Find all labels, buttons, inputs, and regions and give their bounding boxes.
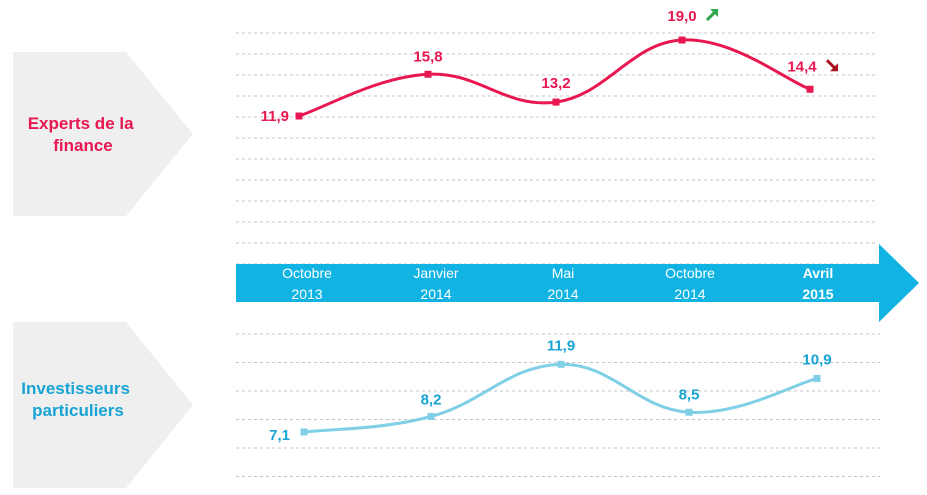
finance-data-label: 11,9 bbox=[261, 108, 289, 125]
timeline-tick-month: Mai bbox=[552, 265, 575, 281]
investors-gridlines bbox=[236, 333, 880, 477]
timeline-tick-month: Octobre bbox=[282, 265, 332, 281]
finance-point bbox=[295, 112, 303, 120]
investors-data-label: 11,9 bbox=[547, 337, 575, 354]
investors-point bbox=[557, 360, 565, 368]
finance-series: 11,9 15,8 13,2 19,0 14,4 bbox=[261, 8, 838, 125]
investors-point bbox=[813, 374, 821, 382]
finance-data-label: 13,2 bbox=[541, 75, 570, 92]
investors-data-label: 10,9 bbox=[802, 351, 831, 368]
investors-data-label: 8,5 bbox=[679, 386, 700, 403]
arrow-down-right-icon bbox=[825, 59, 838, 72]
investors-panel-label-line1: Investisseurs bbox=[21, 379, 130, 398]
investors-point bbox=[685, 408, 693, 416]
finance-panel-label-line2: finance bbox=[53, 136, 113, 155]
timeline-tick-year: 2013 bbox=[291, 286, 322, 302]
timeline-tick-year: 2014 bbox=[674, 286, 705, 302]
investors-data-label: 8,2 bbox=[421, 391, 442, 408]
finance-panel bbox=[13, 52, 193, 216]
finance-panel-label: Experts de la finance bbox=[28, 114, 139, 155]
investors-data-label: 7,1 bbox=[269, 427, 290, 444]
investors-panel-label: Investisseurs particuliers bbox=[21, 379, 134, 420]
finance-gridlines bbox=[236, 32, 876, 265]
investors-line bbox=[303, 362, 818, 434]
timeline-tick-year: 2015 bbox=[802, 286, 833, 302]
timeline-tick-month: Janvier bbox=[413, 265, 458, 281]
finance-point bbox=[424, 70, 432, 78]
finance-point bbox=[552, 98, 560, 106]
investors-panel bbox=[13, 322, 193, 488]
investors-series: 7,1 8,2 11,9 8,5 10,9 bbox=[269, 337, 831, 444]
finance-data-label: 19,0 bbox=[667, 8, 696, 25]
timeline-ticks: Octobre 2013 Janvier 2014 Mai 2014 Octobre 2014… bbox=[282, 265, 834, 302]
timeline-tick-year: 2014 bbox=[420, 286, 451, 302]
timeline-tick-year: 2014 bbox=[547, 286, 578, 302]
timeline-tick-month: Avril bbox=[803, 265, 834, 281]
finance-panel-label-line1: Experts de la bbox=[28, 114, 134, 133]
timeline-arrow bbox=[236, 244, 919, 322]
investors-panel-label-line2: particuliers bbox=[32, 401, 124, 420]
finance-data-label: 14,4 bbox=[787, 58, 817, 75]
finance-point bbox=[806, 85, 814, 93]
arrow-up-right-icon bbox=[705, 9, 718, 22]
investors-point bbox=[427, 412, 435, 420]
finance-point bbox=[678, 36, 686, 44]
timeline-tick-month: Octobre bbox=[665, 265, 715, 281]
investors-point bbox=[300, 428, 308, 436]
finance-data-label: 15,8 bbox=[413, 48, 442, 65]
